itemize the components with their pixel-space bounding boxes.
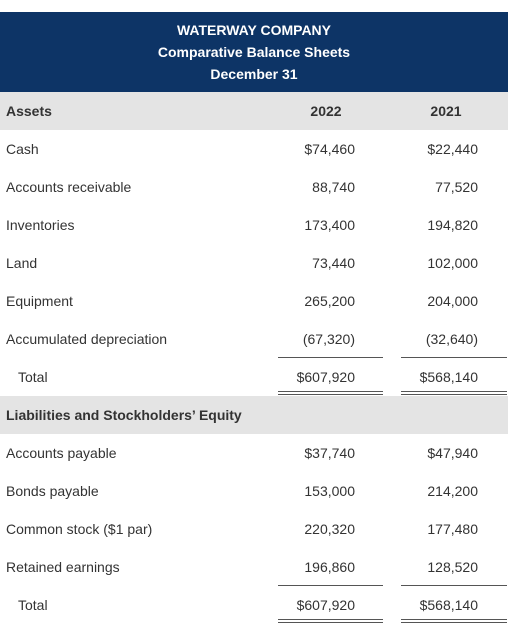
row-label: Inventories bbox=[6, 217, 75, 233]
underline-2022 bbox=[278, 357, 383, 358]
value-2022: 73,440 bbox=[312, 255, 355, 271]
value-2021: 194,820 bbox=[427, 217, 478, 233]
double-underline-2022 bbox=[278, 622, 383, 623]
liabilities-header-row: Liabilities and Stockholders’ Equity bbox=[0, 396, 508, 434]
value-2021: 204,000 bbox=[427, 293, 478, 309]
double-underline-2021 bbox=[401, 394, 507, 395]
balance-sheet: WATERWAY COMPANY Comparative Balance She… bbox=[0, 12, 508, 624]
total-label: Total bbox=[18, 597, 48, 613]
value-2021: 102,000 bbox=[427, 255, 478, 271]
value-2021: 128,520 bbox=[427, 559, 478, 575]
row-label: Cash bbox=[6, 141, 39, 157]
table-row: Equipment 265,200 204,000 bbox=[0, 282, 508, 320]
table-row: Cash $74,460 $22,440 bbox=[0, 130, 508, 168]
double-underline-2022 bbox=[278, 394, 383, 395]
total-2021: $568,140 bbox=[419, 597, 478, 613]
row-label: Accounts receivable bbox=[6, 179, 132, 195]
table-row: Retained earnings 196,860 128,520 bbox=[0, 548, 508, 586]
underline-2021 bbox=[401, 585, 507, 586]
row-label: Accumulated depreciation bbox=[6, 331, 168, 347]
assets-header-row: Assets 2022 2021 bbox=[0, 92, 508, 130]
assets-total-row: Total $607,920 $568,140 bbox=[0, 358, 508, 396]
value-2022: $37,740 bbox=[304, 445, 355, 461]
sheet-title: Comparative Balance Sheets bbox=[157, 44, 351, 60]
value-2021: $22,440 bbox=[427, 141, 478, 157]
double-underline-2021 bbox=[401, 619, 507, 620]
column-header-2022: 2022 bbox=[310, 103, 342, 119]
sheet-date: December 31 bbox=[210, 66, 298, 82]
liabilities-total-row: Total $607,920 $568,140 bbox=[0, 586, 508, 624]
double-underline-2022 bbox=[278, 391, 383, 392]
table-row: Accounts receivable 88,740 77,520 bbox=[0, 168, 508, 206]
table-row: Inventories 173,400 194,820 bbox=[0, 206, 508, 244]
sheet-header: WATERWAY COMPANY Comparative Balance She… bbox=[0, 12, 508, 92]
total-2022: $607,920 bbox=[296, 369, 355, 385]
value-2021: 77,520 bbox=[435, 179, 478, 195]
double-underline-2022 bbox=[278, 619, 383, 620]
value-2022: $74,460 bbox=[304, 141, 355, 157]
row-label: Accounts payable bbox=[6, 445, 117, 461]
table-row: Bonds payable 153,000 214,200 bbox=[0, 472, 508, 510]
table-row: Accounts payable $37,740 $47,940 bbox=[0, 434, 508, 472]
row-label: Bonds payable bbox=[6, 483, 99, 499]
value-2022: (67,320) bbox=[302, 331, 355, 347]
value-2022: 153,000 bbox=[304, 483, 355, 499]
value-2022: 220,320 bbox=[304, 521, 355, 537]
value-2021: (32,640) bbox=[425, 331, 478, 347]
value-2021: $47,940 bbox=[427, 445, 478, 461]
value-2022: 173,400 bbox=[304, 217, 355, 233]
table-row: Accumulated depreciation (67,320) (32,64… bbox=[0, 320, 508, 358]
value-2021: 177,480 bbox=[427, 521, 478, 537]
double-underline-2021 bbox=[401, 391, 507, 392]
underline-2022 bbox=[278, 585, 383, 586]
total-2022: $607,920 bbox=[296, 597, 355, 613]
value-2022: 88,740 bbox=[312, 179, 355, 195]
total-2021: $568,140 bbox=[419, 369, 478, 385]
column-header-2021: 2021 bbox=[430, 103, 462, 119]
underline-2021 bbox=[401, 357, 507, 358]
liabilities-heading: Liabilities and Stockholders’ Equity bbox=[6, 407, 242, 423]
table-row: Land 73,440 102,000 bbox=[0, 244, 508, 282]
company-name: WATERWAY COMPANY bbox=[176, 22, 332, 38]
double-underline-2021 bbox=[401, 622, 507, 623]
row-label: Retained earnings bbox=[6, 559, 120, 575]
value-2022: 265,200 bbox=[304, 293, 355, 309]
total-label: Total bbox=[18, 369, 48, 385]
row-label: Common stock ($1 par) bbox=[6, 521, 153, 537]
row-label: Land bbox=[6, 255, 38, 271]
row-label: Equipment bbox=[6, 293, 73, 309]
table-row: Common stock ($1 par) 220,320 177,480 bbox=[0, 510, 508, 548]
value-2021: 214,200 bbox=[427, 483, 478, 499]
assets-heading: Assets bbox=[6, 103, 52, 119]
value-2022: 196,860 bbox=[304, 559, 355, 575]
